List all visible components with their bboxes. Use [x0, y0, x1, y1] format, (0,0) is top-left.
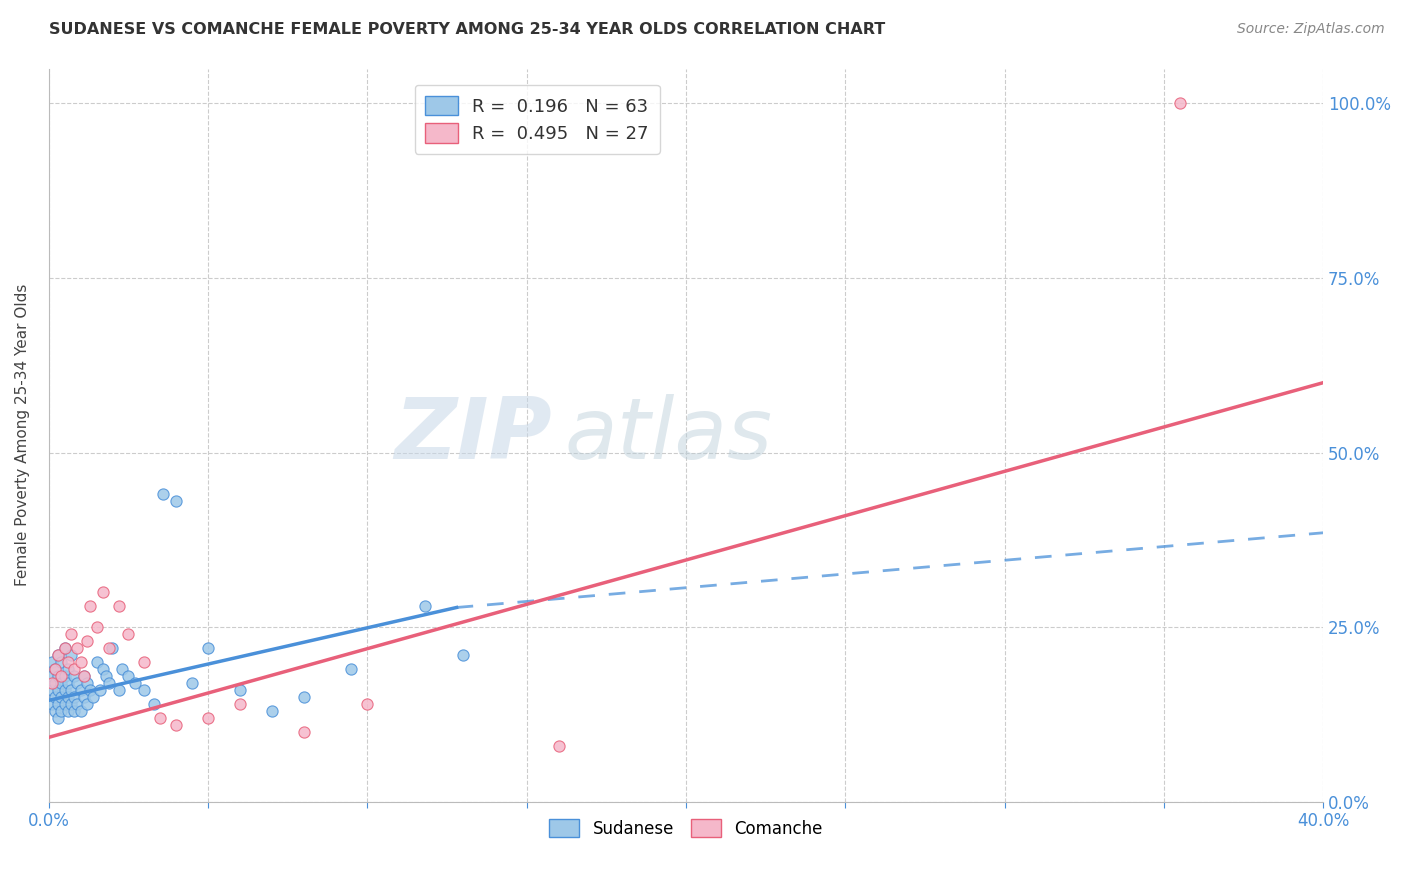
- Point: [108, 682, 131, 697]
- Point: [46, 697, 69, 711]
- Point: [152, 487, 174, 501]
- Point: [260, 704, 283, 718]
- Point: [51, 669, 73, 683]
- Point: [86, 620, 108, 634]
- Point: [53, 640, 76, 655]
- Point: [117, 627, 139, 641]
- Text: atlas: atlas: [565, 393, 773, 476]
- Point: [165, 718, 187, 732]
- Text: ZIP: ZIP: [395, 393, 553, 476]
- Point: [56, 676, 79, 690]
- Point: [46, 648, 69, 662]
- Point: [73, 669, 96, 683]
- Point: [98, 676, 121, 690]
- Point: [69, 704, 91, 718]
- Point: [66, 676, 89, 690]
- Point: [229, 697, 252, 711]
- Point: [46, 711, 69, 725]
- Point: [60, 697, 83, 711]
- Point: [53, 682, 76, 697]
- Point: [229, 682, 252, 697]
- Point: [56, 662, 79, 676]
- Point: [340, 662, 363, 676]
- Point: [63, 690, 86, 704]
- Point: [51, 690, 73, 704]
- Point: [79, 682, 101, 697]
- Point: [197, 711, 219, 725]
- Point: [63, 704, 86, 718]
- Point: [53, 697, 76, 711]
- Legend: Sudanese, Comanche: Sudanese, Comanche: [543, 813, 830, 845]
- Point: [82, 690, 104, 704]
- Y-axis label: Female Poverty Among 25-34 Year Olds: Female Poverty Among 25-34 Year Olds: [15, 284, 30, 586]
- Point: [76, 676, 98, 690]
- Point: [91, 585, 114, 599]
- Point: [51, 704, 73, 718]
- Point: [60, 648, 83, 662]
- Point: [292, 724, 315, 739]
- Point: [44, 676, 66, 690]
- Point: [108, 599, 131, 613]
- Point: [165, 494, 187, 508]
- Point: [292, 690, 315, 704]
- Point: [76, 697, 98, 711]
- Point: [41, 697, 63, 711]
- Point: [111, 662, 134, 676]
- Point: [41, 676, 63, 690]
- Point: [60, 627, 83, 641]
- Point: [134, 682, 156, 697]
- Point: [134, 655, 156, 669]
- Point: [197, 640, 219, 655]
- Point: [56, 704, 79, 718]
- Point: [73, 690, 96, 704]
- Point: [51, 655, 73, 669]
- Point: [91, 662, 114, 676]
- Point: [63, 662, 86, 676]
- Point: [547, 739, 569, 753]
- Point: [89, 682, 111, 697]
- Point: [356, 697, 378, 711]
- Point: [117, 669, 139, 683]
- Text: Source: ZipAtlas.com: Source: ZipAtlas.com: [1237, 22, 1385, 37]
- Point: [46, 669, 69, 683]
- Point: [73, 669, 96, 683]
- Point: [413, 599, 436, 613]
- Point: [44, 704, 66, 718]
- Point: [63, 669, 86, 683]
- Point: [66, 640, 89, 655]
- Point: [44, 690, 66, 704]
- Point: [66, 697, 89, 711]
- Point: [79, 599, 101, 613]
- Point: [124, 676, 146, 690]
- Point: [86, 655, 108, 669]
- Point: [60, 682, 83, 697]
- Point: [69, 682, 91, 697]
- Point: [56, 690, 79, 704]
- Point: [41, 655, 63, 669]
- Point: [51, 676, 73, 690]
- Point: [149, 711, 172, 725]
- Point: [94, 669, 117, 683]
- Point: [76, 634, 98, 648]
- Point: [53, 669, 76, 683]
- Point: [53, 640, 76, 655]
- Point: [56, 655, 79, 669]
- Point: [98, 640, 121, 655]
- Point: [142, 697, 165, 711]
- Point: [44, 662, 66, 676]
- Point: [44, 662, 66, 676]
- Point: [101, 640, 124, 655]
- Point: [181, 676, 204, 690]
- Point: [46, 682, 69, 697]
- Point: [451, 648, 474, 662]
- Point: [69, 655, 91, 669]
- Point: [46, 648, 69, 662]
- Point: [1168, 96, 1191, 111]
- Point: [41, 669, 63, 683]
- Text: SUDANESE VS COMANCHE FEMALE POVERTY AMONG 25-34 YEAR OLDS CORRELATION CHART: SUDANESE VS COMANCHE FEMALE POVERTY AMON…: [49, 22, 886, 37]
- Point: [41, 682, 63, 697]
